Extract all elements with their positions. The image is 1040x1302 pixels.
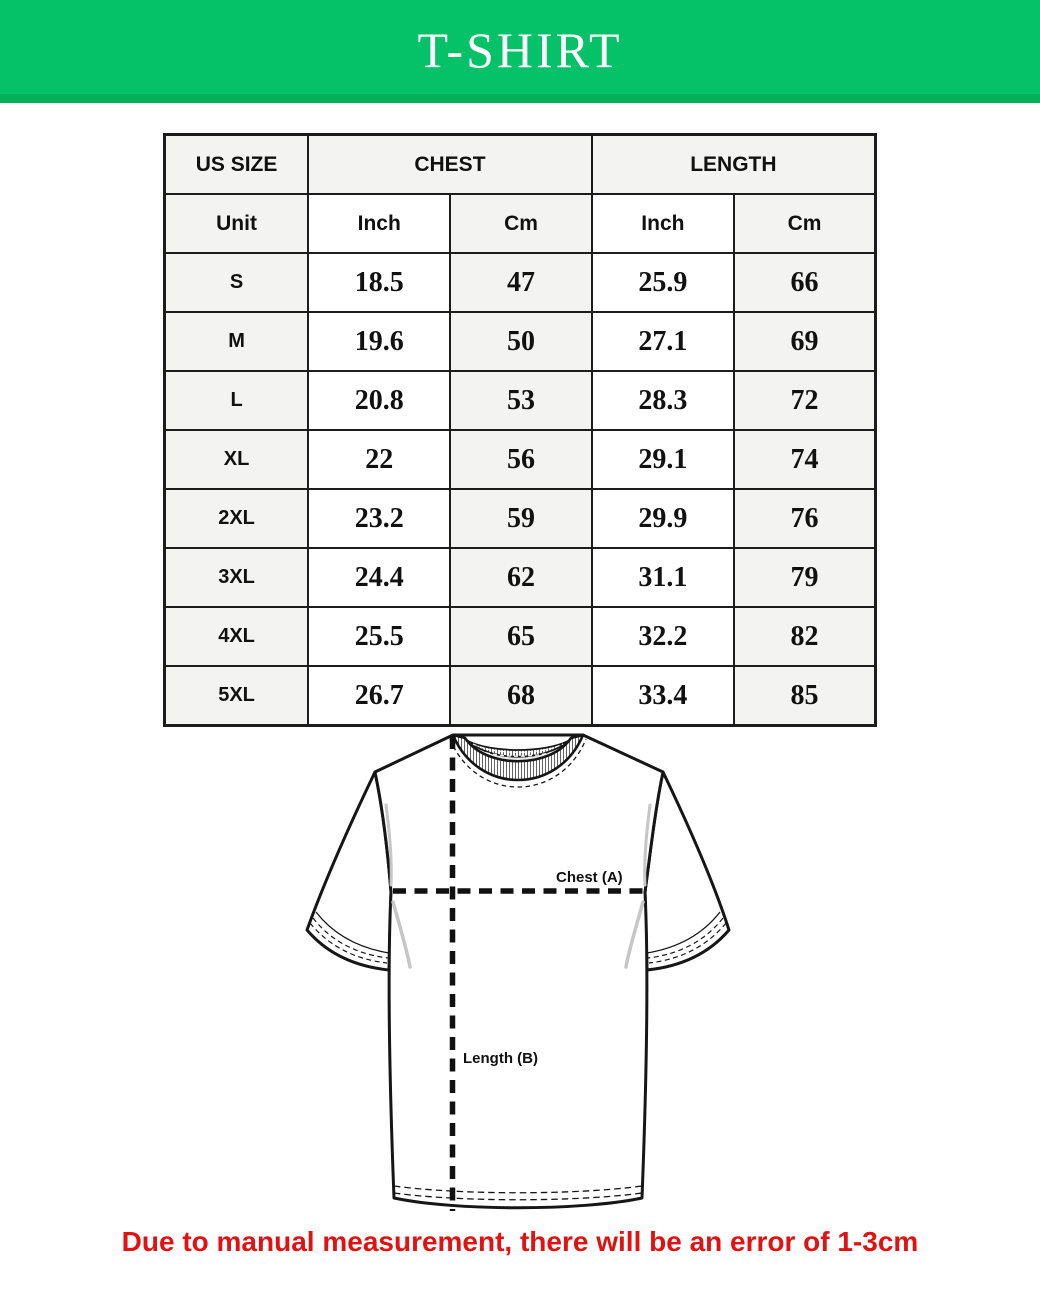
tshirt-diagram: Chest (A) Length (B) (280, 715, 760, 1215)
value-cell: 23.2 (307, 488, 452, 549)
collar-topstitch (449, 738, 587, 788)
value-cell: 69 (732, 311, 877, 372)
left-sleeve-hem-stitch (309, 922, 388, 964)
value-cell: 53 (449, 370, 593, 431)
length-inch-header: Inch (590, 193, 735, 254)
size-cell: XL (163, 429, 310, 490)
right-sleeve-hem-stitch (648, 922, 727, 964)
size-cell: 2XL (163, 488, 310, 549)
bottom-hem-stitch (393, 1192, 643, 1201)
table-row: 4XL 25.5 65 32.2 82 (163, 606, 877, 667)
left-sleeve-hem-fold (315, 911, 390, 954)
size-cell: 4XL (163, 606, 310, 667)
value-cell: 25.9 (590, 252, 735, 313)
page-title: T-SHIRT (417, 21, 623, 78)
value-cell: 50 (449, 311, 593, 372)
chest-cm-header: Cm (449, 193, 593, 254)
right-sleeve-hem-fold (646, 911, 721, 954)
value-cell: 62 (449, 547, 593, 608)
size-cell: M (163, 311, 310, 372)
value-cell: 74 (732, 429, 877, 490)
value-cell: 31.1 (590, 547, 735, 608)
value-cell: 56 (449, 429, 593, 490)
header-chest: CHEST (307, 133, 593, 195)
value-cell: 79 (732, 547, 877, 608)
unit-cell: Unit (163, 193, 310, 254)
table-row: L 20.8 53 28.3 72 (163, 370, 877, 431)
value-cell: 33.4 (590, 665, 735, 727)
neck-opening (465, 738, 571, 762)
left-sleeve-hem-stitch (312, 917, 389, 959)
value-cell: 28.3 (590, 370, 735, 431)
value-cell: 59 (449, 488, 593, 549)
size-cell: L (163, 370, 310, 431)
value-cell: 25.5 (307, 606, 452, 667)
value-cell: 65 (449, 606, 593, 667)
value-cell: 66 (732, 252, 877, 313)
value-cell: 47 (449, 252, 593, 313)
value-cell: 20.8 (307, 370, 452, 431)
value-cell: 68 (449, 665, 593, 727)
value-cell: 29.9 (590, 488, 735, 549)
tshirt-svg: Chest (A) Length (B) (305, 733, 731, 1211)
value-cell: 32.2 (590, 606, 735, 667)
length-cm-header: Cm (732, 193, 877, 254)
banner-accent-strip (0, 94, 1040, 103)
table-row: M 19.6 50 27.1 69 (163, 311, 877, 372)
value-cell: 29.1 (590, 429, 735, 490)
value-cell: 82 (732, 606, 877, 667)
unit-row: Unit Inch Cm Inch Cm (163, 193, 877, 254)
table-row: 2XL 23.2 59 29.9 76 (163, 488, 877, 549)
measurement-disclaimer: Due to manual measurement, there will be… (121, 1226, 919, 1257)
value-cell: 26.7 (307, 665, 452, 727)
size-cell: 3XL (163, 547, 310, 608)
value-cell: 72 (732, 370, 877, 431)
shading-streak (384, 803, 393, 887)
banner: T-SHIRT (0, 0, 1040, 103)
bottom-hem-stitch (393, 1185, 643, 1194)
shading-streak (391, 900, 412, 969)
value-cell: 85 (732, 665, 877, 727)
table-row: 3XL 24.4 62 31.1 79 (163, 547, 877, 608)
shading-streak (624, 900, 645, 969)
chest-measure-label: Chest (A) (556, 869, 623, 886)
chest-inch-header: Inch (307, 193, 452, 254)
table-header-row: US SIZE CHEST LENGTH (163, 133, 877, 195)
back-collar-stitch (472, 743, 564, 753)
value-cell: 76 (732, 488, 877, 549)
collar-band (451, 733, 585, 782)
value-cell: 27.1 (590, 311, 735, 372)
table-row: 5XL 26.7 68 33.4 85 (163, 665, 877, 727)
value-cell: 19.6 (307, 311, 452, 372)
size-table: US SIZE CHEST LENGTH Unit Inch Cm Inch C… (163, 133, 877, 727)
shading-streak (643, 803, 652, 887)
length-measure-label: Length (B) (463, 1050, 538, 1067)
header-length: LENGTH (590, 133, 877, 195)
size-cell: S (163, 252, 310, 313)
value-cell: 18.5 (307, 252, 452, 313)
value-cell: 22 (307, 429, 452, 490)
table-row: S 18.5 47 25.9 66 (163, 252, 877, 313)
size-cell: 5XL (163, 665, 310, 727)
right-sleeve-hem-stitch (647, 917, 724, 959)
table-row: XL 22 56 29.1 74 (163, 429, 877, 490)
tshirt-body (373, 733, 665, 1210)
header-us-size: US SIZE (163, 133, 310, 195)
value-cell: 24.4 (307, 547, 452, 608)
